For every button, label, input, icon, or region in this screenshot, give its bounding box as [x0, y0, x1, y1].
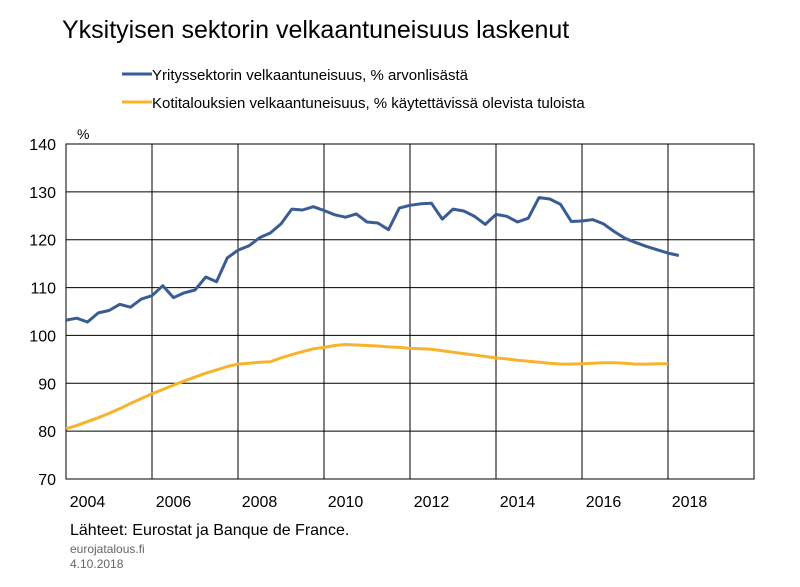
x-tick-label: 2008: [242, 494, 278, 511]
y-tick-label: 130: [29, 185, 56, 202]
x-tick-label: 2004: [70, 494, 106, 511]
series-line: [65, 196, 680, 324]
y-tick-label: 100: [29, 328, 56, 345]
source: Lähteet: Eurostat ja Banque de France.: [70, 522, 349, 539]
site: eurojatalous.fi: [70, 542, 145, 556]
x-tick-label: 2006: [156, 494, 192, 511]
y-tick-label: 80: [38, 424, 56, 441]
y-unit: %: [77, 126, 89, 142]
y-tick-label: 120: [29, 233, 56, 250]
y-tick-label: 70: [38, 472, 56, 489]
x-tick-label: 2016: [586, 494, 622, 511]
legend-label: Kotitalouksien velkaantuneisuus, % käyte…: [152, 95, 585, 112]
chart-title: Yksityisen sektorin velkaantuneisuus las…: [62, 16, 569, 44]
x-tick-label: 2012: [414, 494, 450, 511]
date: 4.10.2018: [70, 557, 124, 571]
x-tick-label: 2010: [328, 494, 364, 511]
x-tick-label: 2014: [500, 494, 536, 511]
y-tick-label: 140: [29, 137, 56, 154]
legend-label: Yritys­sektorin velkaantuneisuus, % arvo…: [152, 67, 469, 84]
series-line: [65, 343, 668, 431]
y-tick-label: 90: [38, 376, 56, 393]
y-tick-label: 110: [30, 281, 56, 298]
x-tick-label: 2018: [672, 494, 708, 511]
